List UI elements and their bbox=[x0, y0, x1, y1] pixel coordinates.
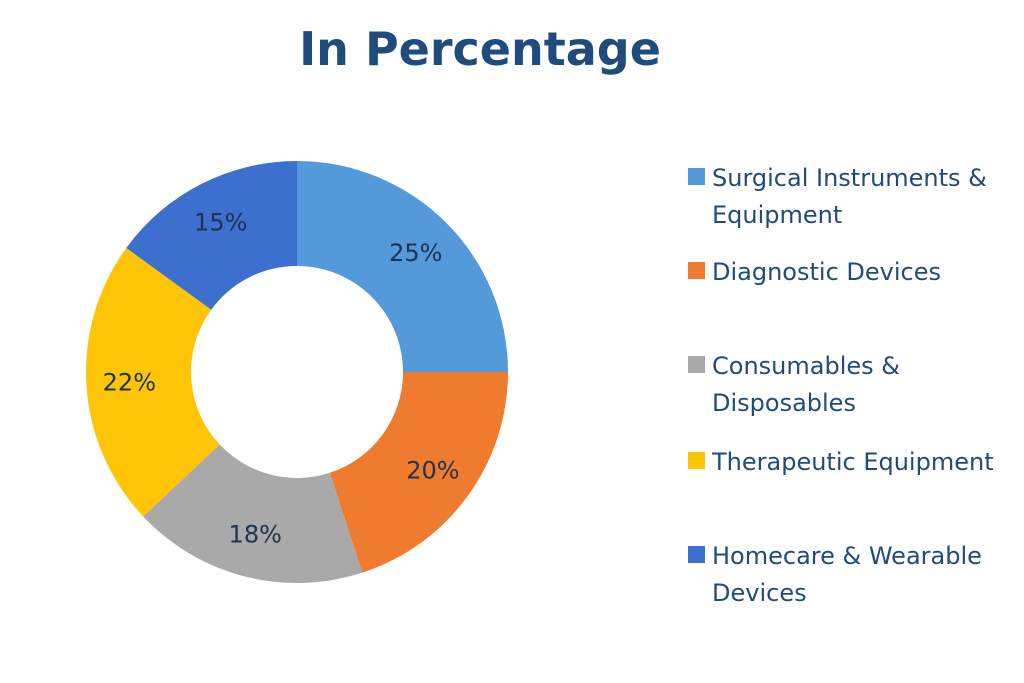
legend-item-surgical-instruments[interactable]: Surgical Instruments & Equipment bbox=[688, 160, 1018, 234]
legend-item-consumables[interactable]: Consumables & Disposables bbox=[688, 348, 1018, 422]
legend-swatch bbox=[688, 262, 705, 279]
legend-item-therapeutic-equipment[interactable]: Therapeutic Equipment bbox=[688, 444, 1018, 481]
donut-slices bbox=[85, 161, 508, 583]
donut-slice-labels: 25% 20% 18% 22% 15% bbox=[103, 208, 460, 548]
slice-label: 25% bbox=[389, 239, 442, 267]
legend-swatch bbox=[688, 356, 705, 373]
slice-label: 15% bbox=[194, 208, 247, 236]
legend-label: Surgical Instruments & Equipment bbox=[712, 164, 987, 229]
slice-diagnostic-devices[interactable] bbox=[329, 372, 508, 573]
chart-title: In Percentage bbox=[299, 22, 661, 76]
legend-label: Diagnostic Devices bbox=[712, 258, 941, 286]
slice-therapeutic-equipment[interactable] bbox=[85, 247, 220, 517]
legend-label: Homecare & Wearable Devices bbox=[712, 542, 982, 607]
slice-surgical-instruments[interactable] bbox=[297, 161, 508, 372]
legend-label: Therapeutic Equipment bbox=[712, 448, 994, 476]
slice-label: 22% bbox=[103, 369, 156, 397]
slice-label: 20% bbox=[406, 457, 459, 485]
legend-swatch bbox=[688, 452, 705, 469]
slice-consumables[interactable] bbox=[143, 444, 363, 583]
legend-item-diagnostic-devices[interactable]: Diagnostic Devices bbox=[688, 254, 1018, 291]
legend-item-homecare-wearable[interactable]: Homecare & Wearable Devices bbox=[688, 538, 1018, 612]
chart-legend: Surgical Instruments & Equipment Diagnos… bbox=[688, 0, 1018, 683]
donut-chart: 25% 20% 18% 22% 15% bbox=[85, 161, 508, 583]
legend-swatch bbox=[688, 168, 705, 185]
slice-label: 18% bbox=[229, 521, 282, 549]
legend-label: Consumables & Disposables bbox=[712, 352, 900, 417]
legend-swatch bbox=[688, 546, 705, 563]
slice-homecare-wearable[interactable] bbox=[126, 161, 297, 310]
